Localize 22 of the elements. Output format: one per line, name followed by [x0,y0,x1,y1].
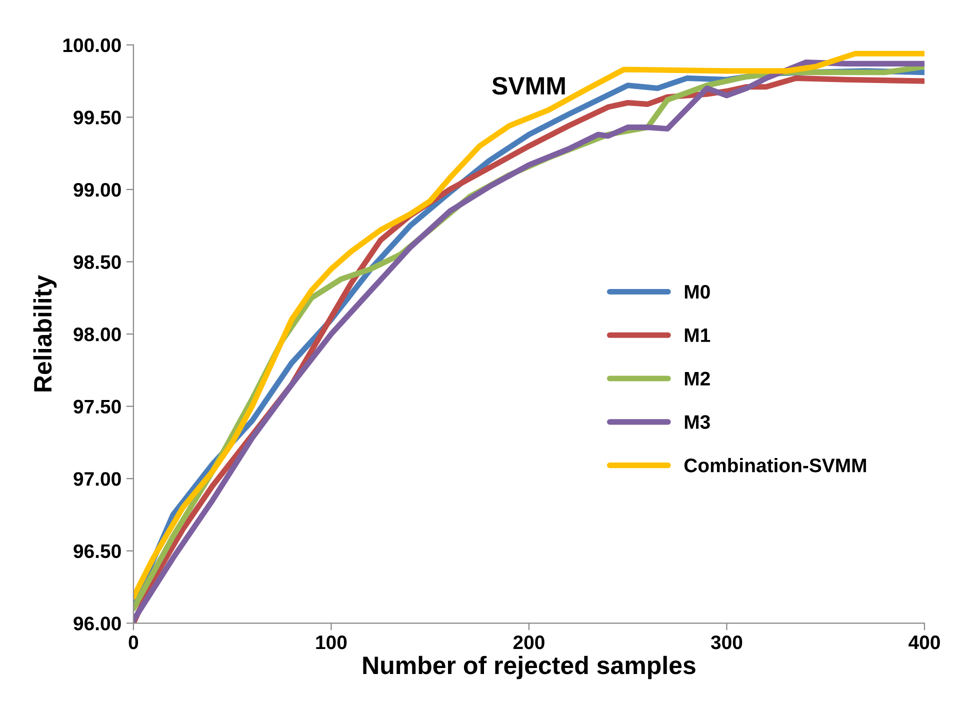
text: SVMM [492,76,565,95]
legend-label: M1 [684,328,710,342]
y-tick-label: 96.50 [74,544,121,558]
x-tick-label: 300 [710,635,742,650]
x-tick-label: 400 [908,635,940,650]
y-tick-label: 98.00 [74,328,121,342]
legend-label: M3 [684,415,710,429]
x-tick-label: 0 [128,635,138,650]
y-tick-label: 100.00 [63,38,121,52]
y-tick-label: 99.50 [74,110,121,124]
legend-label: M2 [684,372,710,386]
legend-label: Combination-SVMM [684,458,866,472]
x-tick-label: 200 [513,635,544,650]
y-tick-label: 97.50 [74,400,121,414]
y-tick-label: 96.00 [74,616,121,630]
y-axis-title: Reliability [33,275,57,392]
y-tick-label: 99.00 [74,182,121,197]
y-tick-label: 97.00 [74,472,121,486]
legend-label: M0 [684,284,710,299]
x-tick-label: 100 [316,635,347,650]
x-axis-title: Number of rejected samples [363,656,696,680]
y-tick-label: 98.50 [74,255,121,269]
